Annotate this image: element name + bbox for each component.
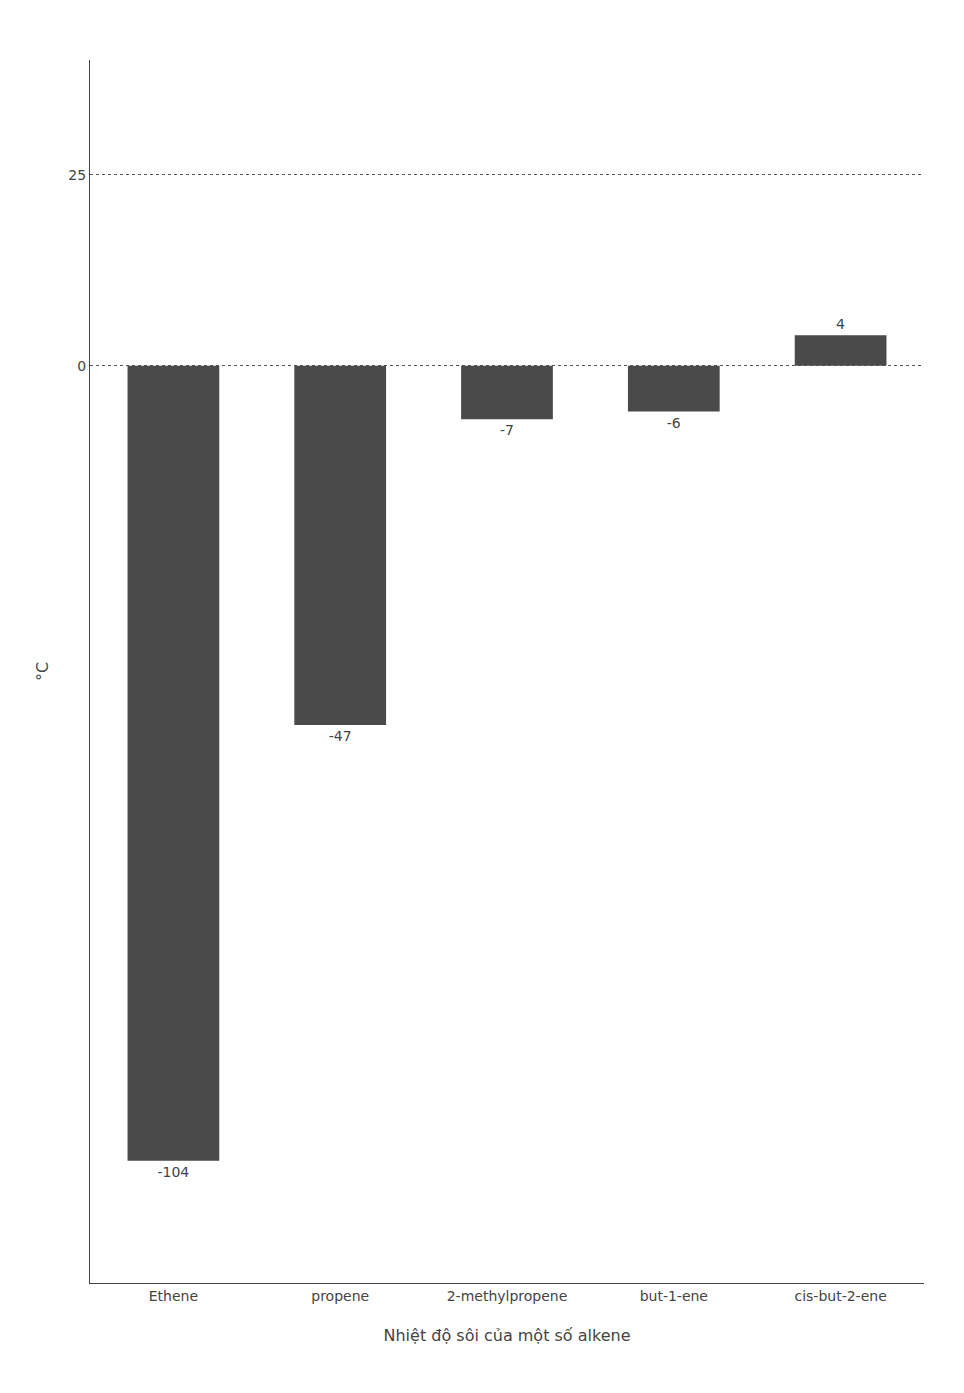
svg-text:°C: °C: [33, 662, 52, 681]
svg-text:Nhiệt độ sôi của một số alkene: Nhiệt độ sôi của một số alkene: [384, 1326, 631, 1345]
svg-text:-7: -7: [500, 422, 514, 438]
svg-text:but-1-ene: but-1-ene: [640, 1288, 708, 1304]
svg-text:0: 0: [77, 358, 86, 374]
svg-text:4: 4: [836, 316, 845, 332]
svg-text:propene: propene: [311, 1288, 369, 1304]
svg-text:-47: -47: [329, 728, 352, 744]
svg-text:cis-but-2-ene: cis-but-2-ene: [794, 1288, 886, 1304]
svg-text:Ethene: Ethene: [149, 1288, 198, 1304]
svg-text:2-methylpropene: 2-methylpropene: [447, 1288, 568, 1304]
svg-text:-6: -6: [667, 415, 681, 431]
svg-text:-104: -104: [157, 1164, 189, 1180]
svg-text:25: 25: [68, 167, 86, 183]
